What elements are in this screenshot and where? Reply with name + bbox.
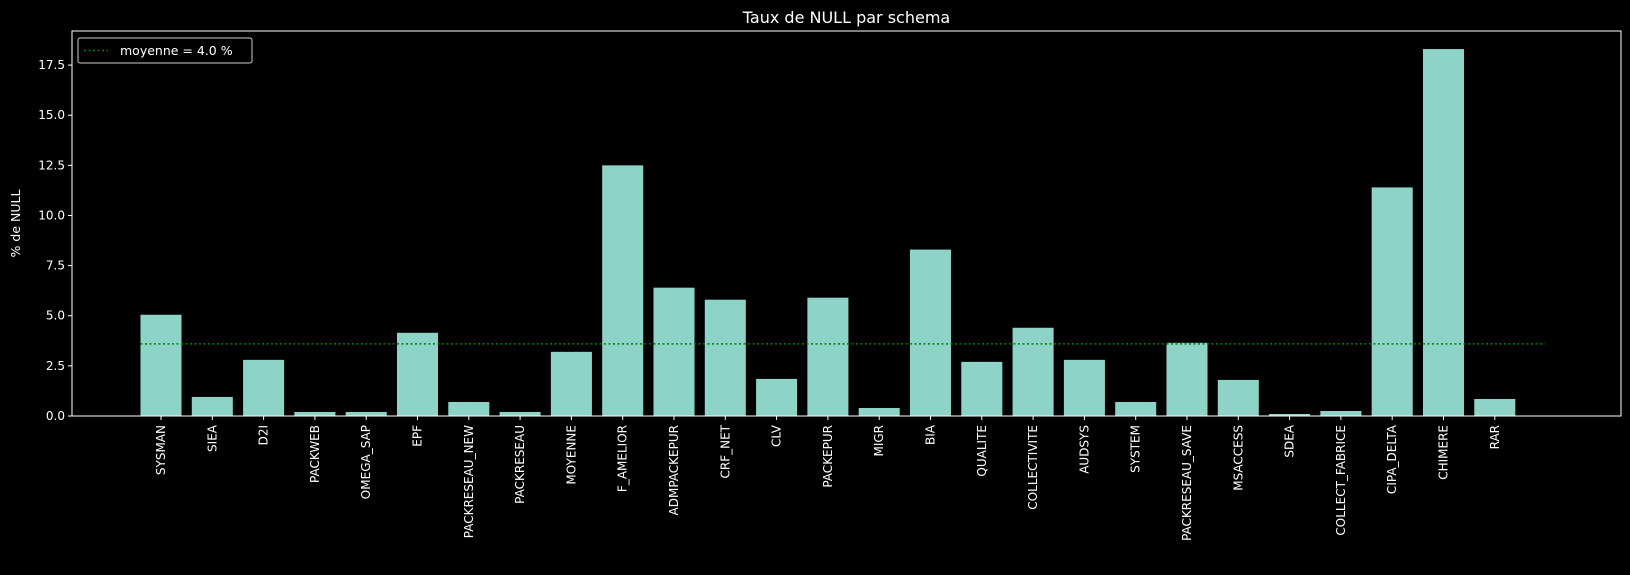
bar-packepur <box>807 297 849 416</box>
x-ticks-group: SYSMAN SIEA D2I PACKWEB OMEGA_SAP EPF PACKRESE… <box>154 416 1502 541</box>
x-tick-label: EPF <box>411 425 425 447</box>
x-tick-label: PACKRESEAU_SAVE <box>1180 425 1194 541</box>
bar-packreseau-new <box>448 401 490 416</box>
bar-epf <box>396 332 439 416</box>
bar-f-amelior <box>602 165 644 416</box>
chart-title: Taux de NULL par schema <box>742 8 950 27</box>
legend-box <box>77 37 253 64</box>
y-tick-label: 17.5 <box>38 58 65 72</box>
legend-label: moyenne = 4.0 % <box>120 43 233 58</box>
x-tick-label: CIPA_DELTA <box>1385 424 1399 494</box>
x-tick-label: COLLECTIVITE <box>1026 425 1040 510</box>
bar-sdea <box>1269 413 1311 416</box>
x-tick-label: RAR <box>1488 425 1502 449</box>
x-tick-label: COLLECT_FABRICE <box>1334 425 1348 536</box>
x-tick-label: PACKWEB <box>308 425 322 483</box>
bar-system <box>1115 401 1157 416</box>
x-tick-label: D2I <box>257 425 271 445</box>
x-tick-label: MIGR <box>872 425 886 457</box>
bar-chimere <box>1422 49 1465 417</box>
y-tick-label: 2.5 <box>46 359 65 373</box>
x-tick-label: SYSMAN <box>154 425 168 475</box>
x-tick-label: ADMPACKEPUR <box>667 425 681 515</box>
y-ticks-group: 0.0 2.5 5.0 7.5 10.0 12.5 15.0 17.5 <box>38 58 72 423</box>
x-tick-label: MOYENNE <box>564 425 578 485</box>
bar-omega-sap <box>345 411 387 416</box>
bar-clv <box>756 378 798 416</box>
x-tick-label: CRF_NET <box>718 424 732 478</box>
bar-d2i <box>243 359 285 416</box>
bar-collectivite <box>1012 327 1054 416</box>
bar-rar <box>1474 398 1516 416</box>
plot-frame <box>71 30 1622 417</box>
bar-migr <box>858 407 900 416</box>
y-axis-label: % de NULL <box>8 190 23 258</box>
bar-collect-fabrice <box>1320 410 1362 416</box>
bar-qualite <box>961 361 1003 416</box>
x-tick-label: SDEA <box>1283 424 1297 457</box>
y-tick-label: 0.0 <box>46 409 65 423</box>
bar-audsys <box>1063 359 1105 416</box>
x-tick-label: QUALITE <box>975 425 989 477</box>
x-tick-label: PACKEPUR <box>821 425 835 488</box>
y-tick-label: 12.5 <box>38 158 65 172</box>
bar-siea <box>191 396 233 416</box>
bar-admpackepur <box>653 287 695 416</box>
y-tick-label: 5.0 <box>46 309 65 323</box>
bar-moyenne <box>550 351 592 416</box>
bars-group <box>140 49 1516 417</box>
x-tick-label: F_AMELIOR <box>616 425 630 492</box>
bar-packweb <box>294 411 336 416</box>
x-tick-label: AUDSYS <box>1077 425 1091 474</box>
x-tick-label: OMEGA_SAP <box>359 425 373 499</box>
x-tick-label: CLV <box>770 424 784 447</box>
y-tick-label: 10.0 <box>38 208 65 222</box>
x-tick-label: BIA <box>924 424 938 445</box>
bar-cipa-delta <box>1371 187 1413 416</box>
x-tick-label: PACKRESEAU_NEW <box>462 425 476 538</box>
bar-sysman <box>140 314 182 416</box>
x-tick-label: MSACCESS <box>1231 425 1245 491</box>
bar-packreseau-save <box>1166 342 1208 416</box>
y-tick-label: 15.0 <box>38 108 65 122</box>
x-tick-label: SIEA <box>205 424 219 452</box>
x-tick-label: CHIMERE <box>1437 425 1451 480</box>
bar-bia <box>909 249 952 416</box>
x-tick-label: SYSTEM <box>1129 425 1143 473</box>
bar-crf-net <box>704 299 746 416</box>
x-tick-label: PACKRESEAU <box>513 425 527 504</box>
legend: moyenne = 4.0 % <box>77 37 253 64</box>
y-tick-label: 7.5 <box>46 259 65 273</box>
bar-packreseau <box>499 411 541 416</box>
bar-msaccess <box>1217 379 1259 416</box>
